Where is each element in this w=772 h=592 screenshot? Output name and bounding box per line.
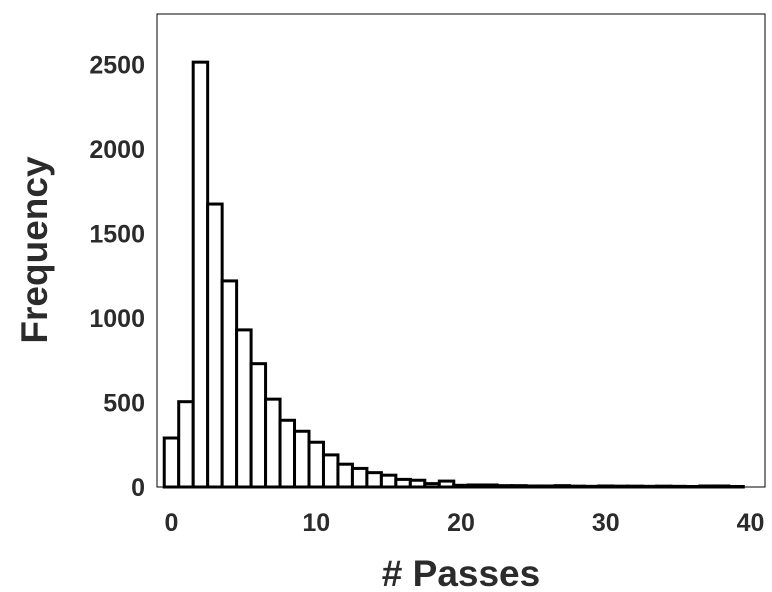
histogram-bar [321,453,340,489]
histogram-bar [611,484,629,489]
histogram-bar [394,477,412,489]
y-axis-ticks: 0 500 1000 1500 2000 2500 [89,52,145,502]
y-tick-label: 500 [103,390,145,418]
histogram-bar [379,473,398,489]
histogram-bar [162,436,181,489]
histogram-bar [712,484,731,489]
bars-group [162,60,745,489]
y-tick-label: 0 [131,474,145,502]
histogram-bar [495,484,514,489]
histogram-bar [177,400,195,489]
y-tick-label: 1000 [89,305,145,333]
histogram-bar [408,478,427,489]
histogram-bar [278,418,297,489]
histogram-bar [640,484,658,489]
x-axis-title: # Passes [382,553,540,592]
x-tick-label: 30 [592,509,620,537]
x-tick-label: 10 [302,509,330,537]
histogram-bar [510,484,528,489]
histogram-bar [350,466,369,489]
histogram-bar [654,484,673,489]
x-tick-label: 40 [737,509,765,537]
histogram-bar [698,484,716,489]
histogram-bar [669,484,687,489]
x-tick-label: 0 [165,509,179,537]
histogram-bar [524,484,543,489]
histogram-bar [597,484,615,489]
histogram-bar [191,60,210,489]
y-tick-label: 2500 [89,52,145,80]
histogram-bar [683,484,702,489]
x-axis-ticks: 0 10 20 30 40 [165,509,765,537]
histogram-bar [452,483,470,489]
histogram-bar [206,202,224,489]
histogram-bar [466,483,485,489]
histogram-bar [293,429,311,489]
histogram-bar [539,484,557,489]
histogram-bar [553,484,572,489]
histogram-bar [220,279,239,489]
histogram-bar [249,362,268,489]
y-tick-label: 2000 [89,136,145,164]
histogram-bar [307,440,325,489]
y-tick-label: 1500 [89,221,145,249]
histogram-bar [365,471,383,489]
y-axis-title: Frequency [14,156,55,344]
histogram-bar [264,397,282,489]
histogram-bar [582,484,601,489]
histogram-bar [568,484,586,489]
histogram-bar [481,483,499,489]
histogram-bar [423,482,441,489]
histogram-bar [235,328,253,489]
histogram-bar [336,462,354,489]
histogram-bar [437,479,456,489]
histogram-bar [727,484,745,489]
histogram-bar [625,484,644,489]
x-tick-label: 20 [447,509,475,537]
